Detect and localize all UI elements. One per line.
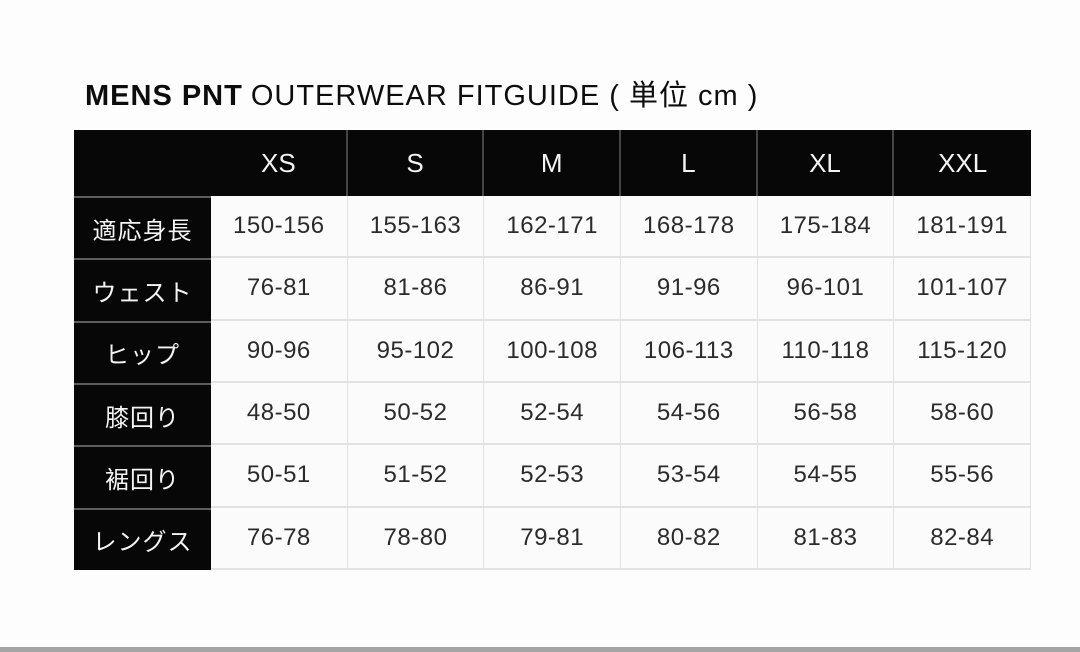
size-col-header-xxl: XXL [894, 130, 1031, 196]
row-label-length: レングス [74, 507, 211, 570]
value-length-l: 80-82 [621, 507, 758, 570]
value-hip-xl: 110-118 [757, 320, 895, 383]
value-waist-xs: 76-81 [211, 258, 348, 321]
value-knee-m: 52-54 [484, 382, 621, 446]
value-hem-xs: 50-51 [211, 445, 348, 508]
value-hip-xs: 90-96 [211, 320, 348, 383]
size-col-header-xs: XS [211, 130, 348, 196]
page-title-subtitle: OUTERWEAR FITGUIDE ( 単位 cm ) [250, 80, 759, 112]
value-hem-m: 52-53 [484, 445, 621, 508]
value-waist-xl: 96-101 [757, 258, 895, 321]
page-title: MENS PNT OUTERWEAR FITGUIDE ( 単位 cm ) [85, 72, 758, 114]
row-label-waist: ウェスト [74, 258, 211, 321]
fitguide-table: XS S M L XL XXL 適応身長 150-156 155-163 162… [74, 130, 1031, 570]
value-waist-m: 86-91 [484, 258, 621, 321]
value-length-xxl: 82-84 [894, 507, 1031, 570]
value-knee-s: 50-52 [347, 382, 485, 446]
value-knee-xs: 48-50 [211, 382, 348, 446]
value-hip-xxl: 115-120 [894, 320, 1031, 383]
value-hip-s: 95-102 [347, 320, 485, 383]
value-length-xs: 76-78 [211, 507, 348, 570]
value-knee-xxl: 58-60 [894, 382, 1031, 446]
size-col-header-l: L [621, 130, 758, 196]
value-length-s: 78-80 [347, 507, 485, 570]
value-hem-xxl: 55-56 [894, 445, 1031, 508]
size-col-header-m: M [484, 130, 621, 196]
row-label-knee: 膝回り [74, 382, 211, 446]
value-knee-l: 54-56 [621, 382, 758, 446]
value-length-m: 79-81 [484, 507, 621, 570]
value-waist-s: 81-86 [347, 258, 485, 321]
value-knee-xl: 56-58 [757, 382, 895, 446]
value-hip-l: 106-113 [621, 320, 758, 383]
row-label-hip: ヒップ [74, 320, 211, 383]
value-height-xl: 175-184 [757, 196, 895, 259]
value-height-s: 155-163 [347, 196, 485, 259]
table-corner-cell [74, 130, 211, 196]
size-col-header-xl: XL [757, 130, 895, 196]
page-title-brand: MENS PNT [85, 80, 243, 112]
value-height-xxl: 181-191 [894, 196, 1031, 259]
value-length-xl: 81-83 [757, 507, 895, 570]
value-hip-m: 100-108 [484, 320, 621, 383]
value-height-xs: 150-156 [211, 196, 348, 259]
value-height-m: 162-171 [484, 196, 621, 259]
value-waist-xxl: 101-107 [894, 258, 1031, 321]
value-waist-l: 91-96 [621, 258, 758, 321]
bottom-frame-divider [0, 647, 1080, 652]
value-hem-l: 53-54 [621, 445, 758, 508]
value-hem-xl: 54-55 [757, 445, 895, 508]
value-hem-s: 51-52 [347, 445, 485, 508]
value-height-l: 168-178 [621, 196, 758, 259]
row-label-hem: 裾回り [74, 445, 211, 508]
row-label-height: 適応身長 [74, 196, 211, 259]
size-col-header-s: S [347, 130, 485, 196]
